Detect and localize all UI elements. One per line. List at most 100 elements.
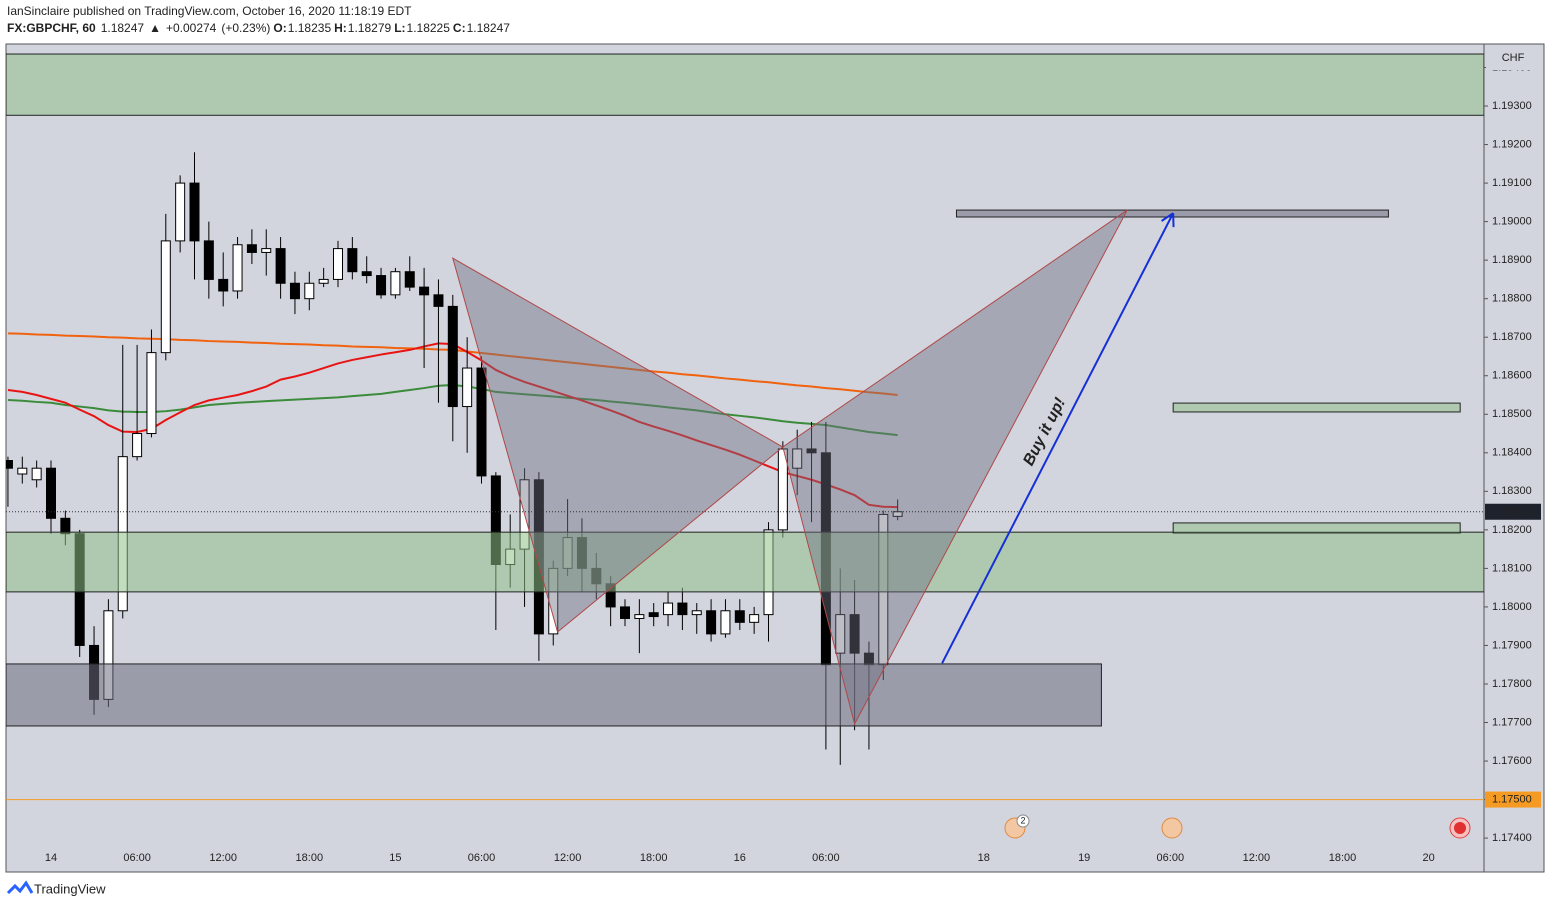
candle-body — [634, 614, 645, 619]
brand: TradingView — [34, 881, 106, 896]
candle-body — [160, 240, 171, 354]
candle-body — [189, 182, 200, 242]
event-icon[interactable] — [1161, 817, 1183, 839]
chart-frame — [5, 43, 1545, 873]
candle-body — [476, 367, 487, 477]
y-tick-label: 1.18100 — [1492, 562, 1532, 574]
event-count-text: 2 — [1020, 815, 1025, 825]
candle-body — [132, 433, 143, 458]
candle-body — [620, 606, 630, 619]
hline-label: 1.17500 — [1492, 793, 1532, 805]
header-text: 1.18225 — [407, 21, 451, 35]
y-tick-label: 1.18300 — [1492, 485, 1532, 497]
y-tick-label: 1.19100 — [1492, 177, 1532, 189]
candle-body — [46, 467, 56, 519]
candle-body — [304, 282, 315, 300]
header-text: 1.18235 — [288, 21, 332, 35]
header-text: C: — [453, 21, 466, 35]
event-icon-core — [1454, 822, 1466, 834]
header-text: L: — [394, 21, 405, 35]
x-tick-label: 18:00 — [1329, 852, 1357, 864]
y-tick-label: 1.19300 — [1492, 100, 1532, 112]
candle-body — [60, 517, 71, 535]
candle-body — [6, 460, 13, 469]
x-tick-label: 18:00 — [640, 852, 668, 864]
header-text: (+0.23%) — [221, 21, 270, 35]
y-tick-label: 1.18700 — [1492, 331, 1532, 343]
plot: Buy it up! — [6, 53, 1484, 801]
candle-body — [706, 610, 717, 635]
candle-body — [146, 352, 157, 435]
y-tick-label: 1.19000 — [1492, 216, 1532, 228]
y-tick-label: 1.18000 — [1492, 601, 1532, 613]
header-text: 1.18247 — [101, 21, 145, 35]
y-tick-label: 1.17600 — [1492, 755, 1532, 767]
zone — [6, 53, 1484, 116]
y-tick-label: 1.18500 — [1492, 408, 1532, 420]
last-price-box — [1485, 503, 1541, 520]
brand-logo — [6, 880, 34, 895]
arrow-head — [1161, 212, 1174, 222]
x-tick-label: 06:00 — [1157, 852, 1185, 864]
y-tick-label: 1.18600 — [1492, 370, 1532, 382]
candle-body — [31, 467, 42, 481]
y-tick-label: 1.18400 — [1492, 447, 1532, 459]
header-text: +0.00274 — [166, 21, 217, 35]
zone — [1172, 522, 1461, 534]
candle-body — [261, 248, 272, 253]
currency-box — [1486, 48, 1540, 70]
x-tick-label: 12:00 — [1243, 852, 1271, 864]
candle-body — [720, 610, 731, 635]
candle-body — [289, 282, 300, 300]
y-tick-label: 1.18800 — [1492, 293, 1532, 305]
candle-body — [806, 448, 817, 454]
candle-body — [734, 610, 745, 623]
candle-body — [218, 278, 229, 292]
candle-body — [849, 614, 860, 654]
pattern-triangle — [451, 257, 784, 633]
x-tick-label: 06:00 — [468, 852, 496, 864]
candle-body — [749, 614, 760, 623]
y-tick-label: 1.17900 — [1492, 639, 1532, 651]
header-text: H: — [334, 21, 347, 35]
symbol-line: FX:GBPCHF, 60 1.18247 ▲ +0.00274 (+0.23%) O: 1… — [7, 21, 510, 35]
candle-body — [333, 248, 343, 280]
x-tick-label: 18 — [978, 852, 990, 864]
x-tick-label: 18:00 — [296, 852, 324, 864]
candle-body — [419, 286, 430, 296]
candle-body — [318, 278, 329, 284]
candle-body — [347, 248, 358, 273]
candle-body — [462, 367, 473, 408]
zone — [6, 531, 1484, 593]
candle-body — [17, 467, 28, 475]
header-text: ▲ — [149, 21, 161, 35]
header-text: 1.18279 — [348, 21, 392, 35]
candle-body — [390, 271, 401, 296]
x-tick-label: 16 — [734, 852, 746, 864]
currency: CHF — [1502, 52, 1525, 64]
x-tick-label: 12:00 — [209, 852, 237, 864]
candle-body — [376, 275, 387, 296]
y-tick-label: 1.17700 — [1492, 716, 1532, 728]
x-tick-label: 06:00 — [812, 852, 840, 864]
zone — [1172, 402, 1461, 413]
candle-body — [677, 602, 688, 616]
x-tick-label: 20 — [1422, 852, 1434, 864]
candle-body — [203, 240, 214, 280]
hline-box — [1485, 791, 1541, 808]
publisher: IanSinclaire published on TradingView.co… — [7, 4, 412, 18]
x-tick-label: 19 — [1078, 852, 1090, 864]
candle-body — [361, 271, 372, 277]
x-tick-label: 12:00 — [554, 852, 582, 864]
header-text: O: — [273, 21, 286, 35]
arrow — [941, 212, 1175, 664]
candle-body — [275, 248, 286, 284]
candle-body — [663, 602, 674, 616]
header-text: FX:GBPCHF, 60 — [7, 21, 96, 35]
candle-body — [404, 271, 415, 288]
y-tick-label: 1.18900 — [1492, 254, 1532, 266]
candle-body — [691, 610, 702, 616]
candle-body — [246, 244, 257, 253]
